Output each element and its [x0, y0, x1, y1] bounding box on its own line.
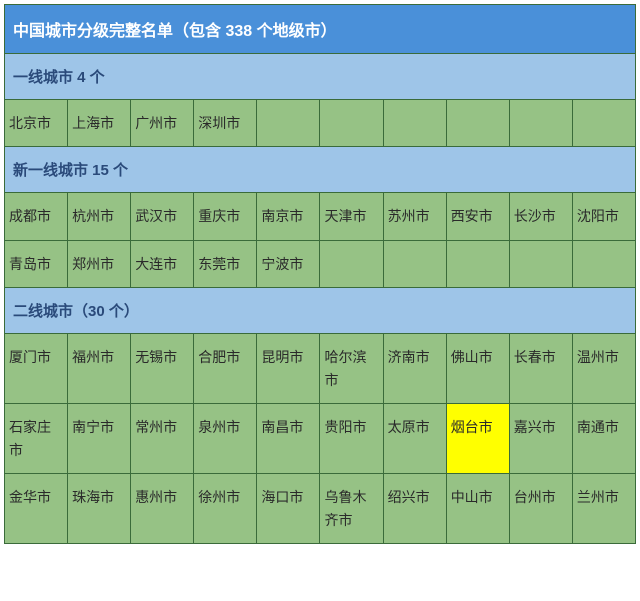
city-cell: 西安市	[447, 193, 510, 240]
city-cell: 东莞市	[194, 241, 257, 288]
city-cell: 深圳市	[194, 100, 257, 147]
city-cell: 福州市	[68, 334, 131, 404]
city-row: 厦门市福州市无锡市合肥市昆明市哈尔滨市济南市佛山市长春市温州市	[4, 334, 636, 404]
tier-header: 一线城市 4 个	[4, 54, 636, 100]
city-cell: 成都市	[5, 193, 68, 240]
city-row: 成都市杭州市武汉市重庆市南京市天津市苏州市西安市长沙市沈阳市	[4, 193, 636, 240]
empty-cell	[573, 100, 636, 147]
city-row: 石家庄市南宁市常州市泉州市南昌市贵阳市太原市烟台市嘉兴市南通市	[4, 404, 636, 474]
city-cell: 合肥市	[194, 334, 257, 404]
city-cell: 惠州市	[131, 474, 194, 544]
city-cell: 杭州市	[68, 193, 131, 240]
city-cell: 大连市	[131, 241, 194, 288]
city-cell: 常州市	[131, 404, 194, 474]
tier-header: 新一线城市 15 个	[4, 147, 636, 193]
city-cell: 石家庄市	[5, 404, 68, 474]
city-cell: 绍兴市	[384, 474, 447, 544]
city-row: 青岛市郑州市大连市东莞市宁波市	[4, 241, 636, 288]
empty-cell	[384, 100, 447, 147]
city-cell: 青岛市	[5, 241, 68, 288]
main-title: 中国城市分级完整名单（包含 338 个地级市）	[4, 4, 636, 54]
city-row: 金华市珠海市惠州市徐州市海口市乌鲁木齐市绍兴市中山市台州市兰州市	[4, 474, 636, 544]
city-cell: 上海市	[68, 100, 131, 147]
city-cell: 天津市	[320, 193, 383, 240]
city-cell: 佛山市	[447, 334, 510, 404]
city-cell: 沈阳市	[573, 193, 636, 240]
city-cell: 长沙市	[510, 193, 573, 240]
city-cell: 兰州市	[573, 474, 636, 544]
empty-cell	[447, 100, 510, 147]
city-cell: 台州市	[510, 474, 573, 544]
city-cell: 乌鲁木齐市	[320, 474, 383, 544]
empty-cell	[510, 241, 573, 288]
tiers-container: 一线城市 4 个北京市上海市广州市深圳市新一线城市 15 个成都市杭州市武汉市重…	[4, 54, 636, 544]
city-row: 北京市上海市广州市深圳市	[4, 100, 636, 147]
city-cell: 昆明市	[257, 334, 320, 404]
city-cell: 徐州市	[194, 474, 257, 544]
city-cell: 武汉市	[131, 193, 194, 240]
city-cell: 哈尔滨市	[320, 334, 383, 404]
city-cell: 中山市	[447, 474, 510, 544]
city-cell: 济南市	[384, 334, 447, 404]
city-cell: 厦门市	[5, 334, 68, 404]
city-tier-table: 中国城市分级完整名单（包含 338 个地级市） 一线城市 4 个北京市上海市广州…	[0, 0, 640, 548]
city-cell: 太原市	[384, 404, 447, 474]
city-cell: 烟台市	[447, 404, 510, 474]
city-cell: 泉州市	[194, 404, 257, 474]
city-cell: 金华市	[5, 474, 68, 544]
city-cell: 北京市	[5, 100, 68, 147]
city-cell: 南昌市	[257, 404, 320, 474]
city-cell: 南京市	[257, 193, 320, 240]
city-cell: 海口市	[257, 474, 320, 544]
empty-cell	[320, 241, 383, 288]
empty-cell	[257, 100, 320, 147]
city-cell: 温州市	[573, 334, 636, 404]
tier-header: 二线城市（30 个）	[4, 288, 636, 334]
city-cell: 嘉兴市	[510, 404, 573, 474]
city-cell: 郑州市	[68, 241, 131, 288]
city-cell: 南通市	[573, 404, 636, 474]
empty-cell	[320, 100, 383, 147]
city-cell: 长春市	[510, 334, 573, 404]
empty-cell	[447, 241, 510, 288]
city-cell: 南宁市	[68, 404, 131, 474]
city-cell: 广州市	[131, 100, 194, 147]
city-cell: 无锡市	[131, 334, 194, 404]
city-cell: 苏州市	[384, 193, 447, 240]
city-cell: 重庆市	[194, 193, 257, 240]
empty-cell	[384, 241, 447, 288]
city-cell: 宁波市	[257, 241, 320, 288]
city-cell: 贵阳市	[320, 404, 383, 474]
empty-cell	[510, 100, 573, 147]
empty-cell	[573, 241, 636, 288]
city-cell: 珠海市	[68, 474, 131, 544]
